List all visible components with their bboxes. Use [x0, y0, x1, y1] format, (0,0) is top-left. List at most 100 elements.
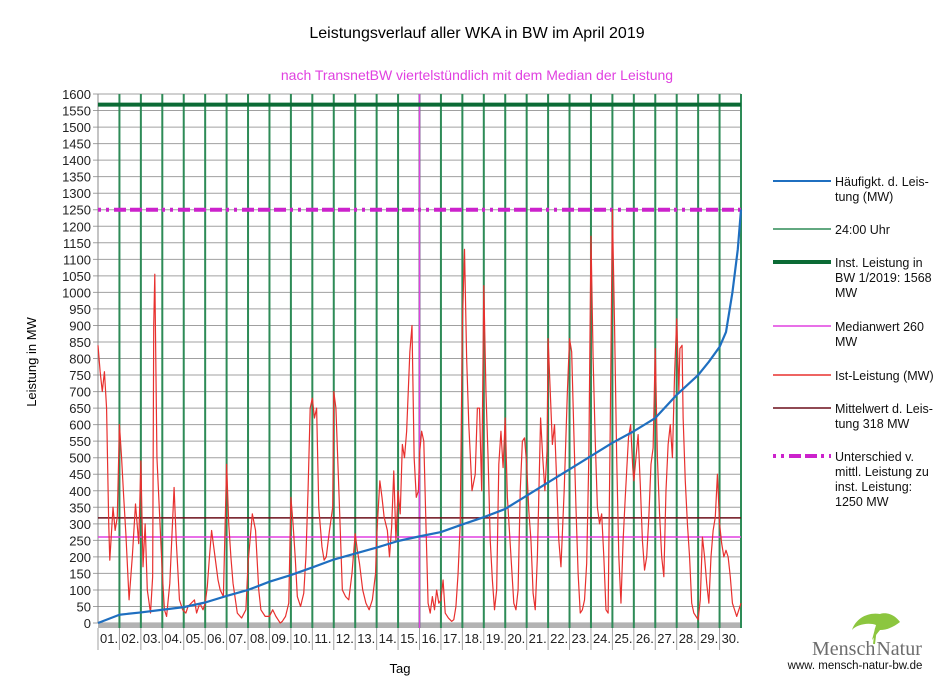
y-tick-label: 50	[77, 599, 91, 614]
y-tick-label: 1500	[62, 120, 91, 135]
legend-label: tung (MW)	[835, 190, 893, 204]
x-tick-label: 16.	[422, 631, 440, 646]
x-tick-label: 27.	[657, 631, 675, 646]
logo-url: www. mensch-natur-bw.de	[787, 660, 923, 672]
x-tick-label: 10.	[293, 631, 311, 646]
x-tick-label: 18.	[464, 631, 482, 646]
y-tick-label: 1000	[62, 285, 91, 300]
legend-label: mittl. Leistung zu	[835, 465, 929, 479]
chart-subtitle: nach TransnetBW viertelstündlich mit dem…	[281, 67, 673, 83]
y-tick-label: 1550	[62, 104, 91, 119]
ginkgo-leaf-icon	[852, 613, 900, 645]
y-tick-label: 650	[69, 401, 91, 416]
x-tick-label: 26.	[636, 631, 654, 646]
y-tick-label: 450	[69, 467, 91, 482]
y-tick-label: 350	[69, 500, 91, 515]
y-tick-label: 550	[69, 434, 91, 449]
legend-label: 24:00 Uhr	[835, 223, 890, 237]
legend-item: Mittelwert d. Leis-tung 318 MW	[773, 402, 933, 431]
x-tick-label: 20.	[507, 631, 525, 646]
x-tick-label: 21.	[529, 631, 547, 646]
logo-text-mensch: Mensch	[812, 638, 875, 660]
y-tick-label: 1100	[63, 252, 91, 267]
legend-label: Mittelwert d. Leis-	[835, 402, 933, 416]
y-tick-label: 200	[69, 550, 91, 565]
y-tick-label: 700	[69, 385, 91, 400]
brand-logo: MenschNatur www. mensch-natur-bw.de	[787, 613, 923, 672]
legend-label: Unterschied v.	[835, 450, 914, 464]
legend: Häufigkt. d. Leis-tung (MW) 24:00 Uhr Inst…	[773, 175, 934, 509]
y-tick-label: 400	[69, 484, 91, 499]
legend-label: Ist-Leistung (MW)	[835, 369, 934, 383]
x-tick-label: 22.	[550, 631, 568, 646]
legend-label: inst. Leistung:	[835, 480, 912, 494]
legend-label: BW 1/2019: 1568	[835, 271, 932, 285]
x-tick-label: 03.	[143, 631, 161, 646]
x-tick-label: 17.	[443, 631, 461, 646]
legend-label: MW	[835, 286, 857, 300]
legend-label: Häufigkt. d. Leis-	[835, 175, 929, 189]
y-tick-label: 800	[69, 352, 91, 367]
y-tick-label: 1350	[62, 170, 91, 185]
y-tick-label: 850	[69, 335, 91, 350]
x-tick-label: 28.	[679, 631, 697, 646]
plot-area: 0501001502002503003504004505005506006507…	[62, 87, 743, 650]
y-tick-label: 1450	[62, 137, 91, 152]
y-tick-label: 600	[69, 418, 91, 433]
x-tick-label: 04.	[164, 631, 182, 646]
legend-item: Ist-Leistung (MW)	[773, 369, 934, 383]
y-tick-label: 1300	[62, 186, 91, 201]
y-tick-label: 100	[69, 583, 91, 598]
y-tick-label: 250	[69, 533, 91, 548]
y-tick-label: 950	[69, 302, 91, 317]
y-tick-label: 1250	[62, 203, 91, 218]
x-tick-label: 01.	[100, 631, 118, 646]
logo-text-natur: Natur	[876, 638, 922, 660]
legend-label: Medianwert 260	[835, 320, 924, 334]
y-tick-label: 900	[69, 318, 91, 333]
x-tick-label: 09.	[271, 631, 289, 646]
y-tick-label: 1150	[63, 236, 91, 251]
y-axis-label: Leistung in MW	[24, 316, 39, 406]
y-tick-label: 150	[69, 566, 91, 581]
actual-output-line	[97, 209, 742, 624]
chart-title: Leistungsverlauf aller WKA in BW im Apri…	[309, 25, 644, 42]
x-tick-label: 14.	[379, 631, 397, 646]
x-tick-label: 23.	[572, 631, 590, 646]
x-tick-label: 13.	[357, 631, 375, 646]
x-tick-label: 02.	[121, 631, 139, 646]
x-tick-label: 06.	[207, 631, 225, 646]
y-tick-label: 300	[69, 517, 91, 532]
x-tick-label: 24.	[593, 631, 611, 646]
x-tick-label: 15.	[400, 631, 418, 646]
svg-text:MenschNatur: MenschNatur	[812, 638, 922, 660]
frequency-curve-line	[97, 209, 743, 625]
legend-label: 1250 MW	[835, 495, 889, 509]
y-tick-label: 500	[69, 451, 91, 466]
x-tick-label: 07.	[229, 631, 247, 646]
y-tick-label: 1600	[62, 87, 91, 102]
x-tick-label: 29.	[700, 631, 718, 646]
legend-label: Inst. Leistung in	[835, 256, 923, 270]
legend-item: Häufigkt. d. Leis-tung (MW)	[773, 175, 929, 204]
y-tick-label: 750	[69, 368, 91, 383]
legend-item: 24:00 Uhr	[773, 223, 890, 237]
x-tick-label: 05.	[186, 631, 204, 646]
x-tick-label: 30.	[722, 631, 740, 646]
x-tick-label: 19.	[486, 631, 504, 646]
legend-label: MW	[835, 335, 857, 349]
y-tick-label: 1400	[62, 153, 91, 168]
x-tick-label: 12.	[336, 631, 354, 646]
x-tick-label: 08.	[250, 631, 268, 646]
x-axis-label: Tag	[390, 661, 411, 676]
y-tick-label: 1200	[62, 219, 91, 234]
legend-label: tung 318 MW	[835, 417, 910, 431]
y-tick-label: 1050	[62, 269, 91, 284]
y-tick-label: 0	[84, 616, 91, 631]
x-tick-label: 25.	[614, 631, 632, 646]
x-tick-label: 11.	[314, 631, 331, 646]
